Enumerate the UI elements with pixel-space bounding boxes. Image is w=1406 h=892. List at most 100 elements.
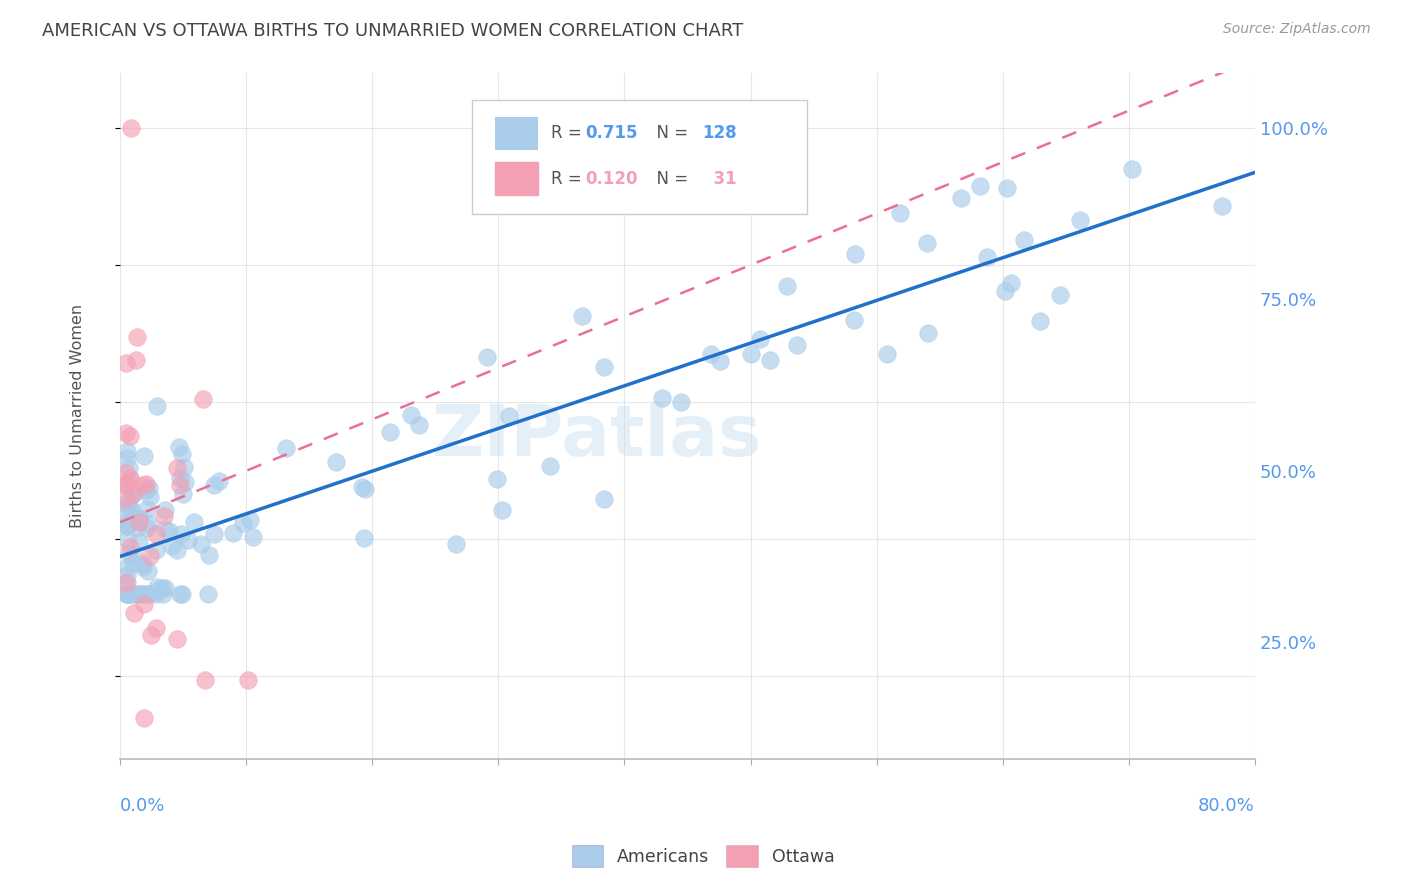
- Point: [115, 444, 138, 458]
- Point: [183, 515, 205, 529]
- Point: [759, 352, 782, 367]
- Point: [166, 542, 188, 557]
- Point: [122, 556, 145, 570]
- Point: [709, 353, 731, 368]
- Point: [114, 476, 136, 491]
- Point: [231, 516, 253, 530]
- Text: N =: N =: [645, 124, 688, 143]
- Point: [139, 549, 162, 563]
- Point: [138, 481, 160, 495]
- Point: [274, 441, 297, 455]
- FancyBboxPatch shape: [472, 101, 807, 213]
- Point: [145, 399, 167, 413]
- Point: [172, 587, 194, 601]
- Point: [153, 581, 176, 595]
- Point: [115, 587, 138, 601]
- Point: [152, 587, 174, 601]
- Point: [146, 580, 169, 594]
- Point: [160, 539, 183, 553]
- Point: [353, 531, 375, 545]
- Point: [498, 409, 520, 424]
- Point: [169, 587, 191, 601]
- Point: [669, 395, 692, 409]
- Point: [115, 451, 138, 466]
- Point: [749, 332, 772, 346]
- Point: [1000, 276, 1022, 290]
- Point: [115, 518, 138, 533]
- Point: [976, 250, 998, 264]
- Text: Births to Unmarried Women: Births to Unmarried Women: [69, 304, 84, 528]
- Point: [117, 461, 139, 475]
- Point: [842, 313, 865, 327]
- Point: [776, 279, 799, 293]
- Point: [115, 568, 138, 582]
- Point: [118, 587, 141, 601]
- Text: AMERICAN VS OTTAWA BIRTHS TO UNMARRIED WOMEN CORRELATION CHART: AMERICAN VS OTTAWA BIRTHS TO UNMARRIED W…: [42, 22, 744, 40]
- Point: [127, 511, 149, 525]
- Point: [131, 587, 153, 601]
- Text: R =: R =: [551, 169, 582, 187]
- Point: [408, 417, 430, 432]
- Point: [1069, 213, 1091, 227]
- Point: [125, 521, 148, 535]
- Point: [399, 408, 422, 422]
- Point: [166, 461, 188, 475]
- Point: [350, 480, 373, 494]
- Point: [115, 560, 138, 574]
- Text: Source: ZipAtlas.com: Source: ZipAtlas.com: [1223, 22, 1371, 37]
- Point: [135, 476, 157, 491]
- Point: [138, 587, 160, 601]
- Point: [127, 330, 149, 344]
- Point: [380, 425, 402, 440]
- Point: [121, 486, 143, 500]
- Point: [136, 564, 159, 578]
- Point: [117, 503, 139, 517]
- Point: [115, 587, 138, 601]
- Point: [122, 549, 145, 563]
- Point: [198, 548, 221, 562]
- Point: [740, 347, 762, 361]
- Point: [157, 524, 180, 538]
- Point: [114, 425, 136, 440]
- Point: [114, 491, 136, 506]
- Point: [149, 582, 172, 596]
- Point: [135, 483, 157, 498]
- Point: [173, 475, 195, 489]
- Point: [1029, 314, 1052, 328]
- Point: [172, 486, 194, 500]
- Point: [120, 428, 142, 442]
- Point: [121, 486, 143, 500]
- Point: [135, 521, 157, 535]
- Point: [786, 338, 808, 352]
- Point: [593, 360, 616, 375]
- Point: [114, 477, 136, 491]
- Point: [325, 455, 347, 469]
- Point: [969, 178, 991, 193]
- Text: ZIPatlas: ZIPatlas: [432, 402, 762, 471]
- Point: [118, 587, 141, 601]
- Point: [114, 466, 136, 480]
- Point: [917, 326, 939, 340]
- Point: [132, 711, 155, 725]
- Point: [194, 673, 217, 687]
- Point: [169, 478, 191, 492]
- Point: [491, 502, 513, 516]
- Text: 0.0%: 0.0%: [120, 797, 166, 814]
- Point: [138, 491, 160, 505]
- Point: [134, 587, 156, 601]
- Point: [120, 501, 142, 516]
- Point: [571, 309, 593, 323]
- Point: [155, 503, 177, 517]
- Point: [117, 498, 139, 512]
- Point: [202, 478, 225, 492]
- Point: [190, 537, 212, 551]
- Point: [208, 475, 231, 489]
- Point: [191, 392, 214, 406]
- Point: [114, 356, 136, 370]
- Point: [121, 120, 143, 135]
- Point: [118, 546, 141, 560]
- Text: R =: R =: [551, 124, 582, 143]
- Point: [134, 598, 156, 612]
- Point: [121, 587, 143, 601]
- Point: [132, 477, 155, 491]
